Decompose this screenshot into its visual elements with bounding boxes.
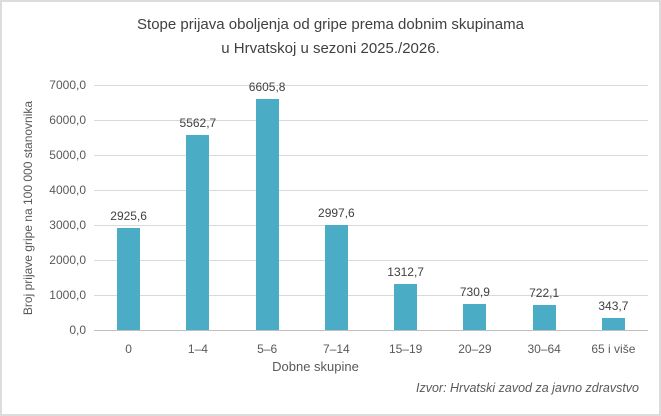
bar-value-label: 2997,6 — [318, 206, 355, 220]
bar-65 i više — [601, 318, 625, 330]
gridline — [94, 155, 648, 156]
chart-title-line-2: u Hrvatskoj u sezoni 2025./2026. — [221, 40, 440, 57]
y-tick-label: 6000,0 — [49, 113, 86, 127]
x-tick-label: 30–64 — [527, 342, 561, 356]
y-axis-tick-labels: 0,0 1000,0 2000,0 3000,0 4000,0 5000,0 6000,0 7… — [2, 78, 86, 337]
x-tick-label: 65 i više — [591, 342, 636, 356]
bar-5–6 — [255, 99, 279, 330]
bar-value-label: 722,1 — [529, 286, 560, 300]
chart-title: Stope prijava oboljenja od gripe prema d… — [2, 13, 659, 61]
x-tick-label: 20–29 — [458, 342, 492, 356]
chart-title-line-1: Stope prijava oboljenja od gripe prema d… — [137, 16, 524, 33]
y-tick-label: 7000,0 — [49, 78, 86, 92]
x-axis-title: Dobne skupine — [272, 359, 359, 374]
x-tick-label: 5–6 — [257, 342, 278, 356]
bar-7–14 — [324, 225, 348, 330]
bar-value-label: 730,9 — [459, 285, 490, 299]
bar-20–29 — [463, 304, 487, 330]
gridline — [94, 120, 648, 121]
bar-value-label: 1312,7 — [387, 265, 424, 279]
bar-value-label: 2925,6 — [110, 209, 147, 223]
y-tick-label: 5000,0 — [49, 148, 86, 162]
y-tick-label: 4000,0 — [49, 183, 86, 197]
y-tick-label: 1000,0 — [49, 288, 86, 302]
gridline — [94, 190, 648, 191]
x-tick-label: 1–4 — [187, 342, 208, 356]
bar-value-label: 343,7 — [598, 299, 629, 313]
bar-15–19 — [394, 284, 418, 330]
bar-30–64 — [532, 305, 556, 330]
x-tick-label: 0 — [125, 342, 132, 356]
source-caption: Izvor: Hrvatski zavod za javno zdravstvo — [416, 381, 639, 395]
bar-0 — [117, 228, 141, 330]
y-tick-label: 2000,0 — [49, 253, 86, 267]
x-axis-line — [94, 330, 648, 331]
bar-value-label: 6605,8 — [248, 80, 286, 94]
x-tick-label: 7–14 — [323, 342, 350, 356]
plot-area: 2925,6 5562,7 6605,8 2997,6 1312,7 730,9 722,1… — [94, 80, 648, 331]
y-tick-label: 3000,0 — [49, 218, 86, 232]
bar-value-label: 5562,7 — [179, 116, 217, 130]
x-axis-tick-labels: 0 1–4 5–6 7–14 15–19 20–29 30–64 65 i više — [94, 342, 648, 356]
gridline — [94, 225, 648, 226]
bar-1–4 — [186, 135, 210, 330]
x-tick-label: 15–19 — [388, 342, 423, 356]
y-tick-label: 0,0 — [69, 323, 86, 337]
gridline — [94, 260, 648, 261]
gridline — [94, 295, 648, 296]
gridline — [94, 85, 648, 86]
